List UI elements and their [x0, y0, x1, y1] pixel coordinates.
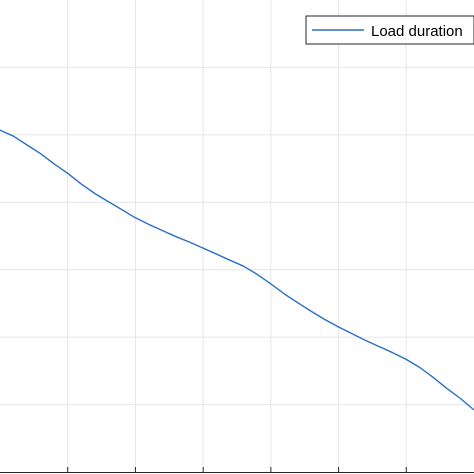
axis-layer — [0, 467, 474, 473]
legend-label: Load duration — [371, 23, 463, 40]
series-layer — [0, 129, 474, 411]
series-line-0 — [0, 129, 474, 411]
legend: Load duration — [305, 15, 474, 45]
